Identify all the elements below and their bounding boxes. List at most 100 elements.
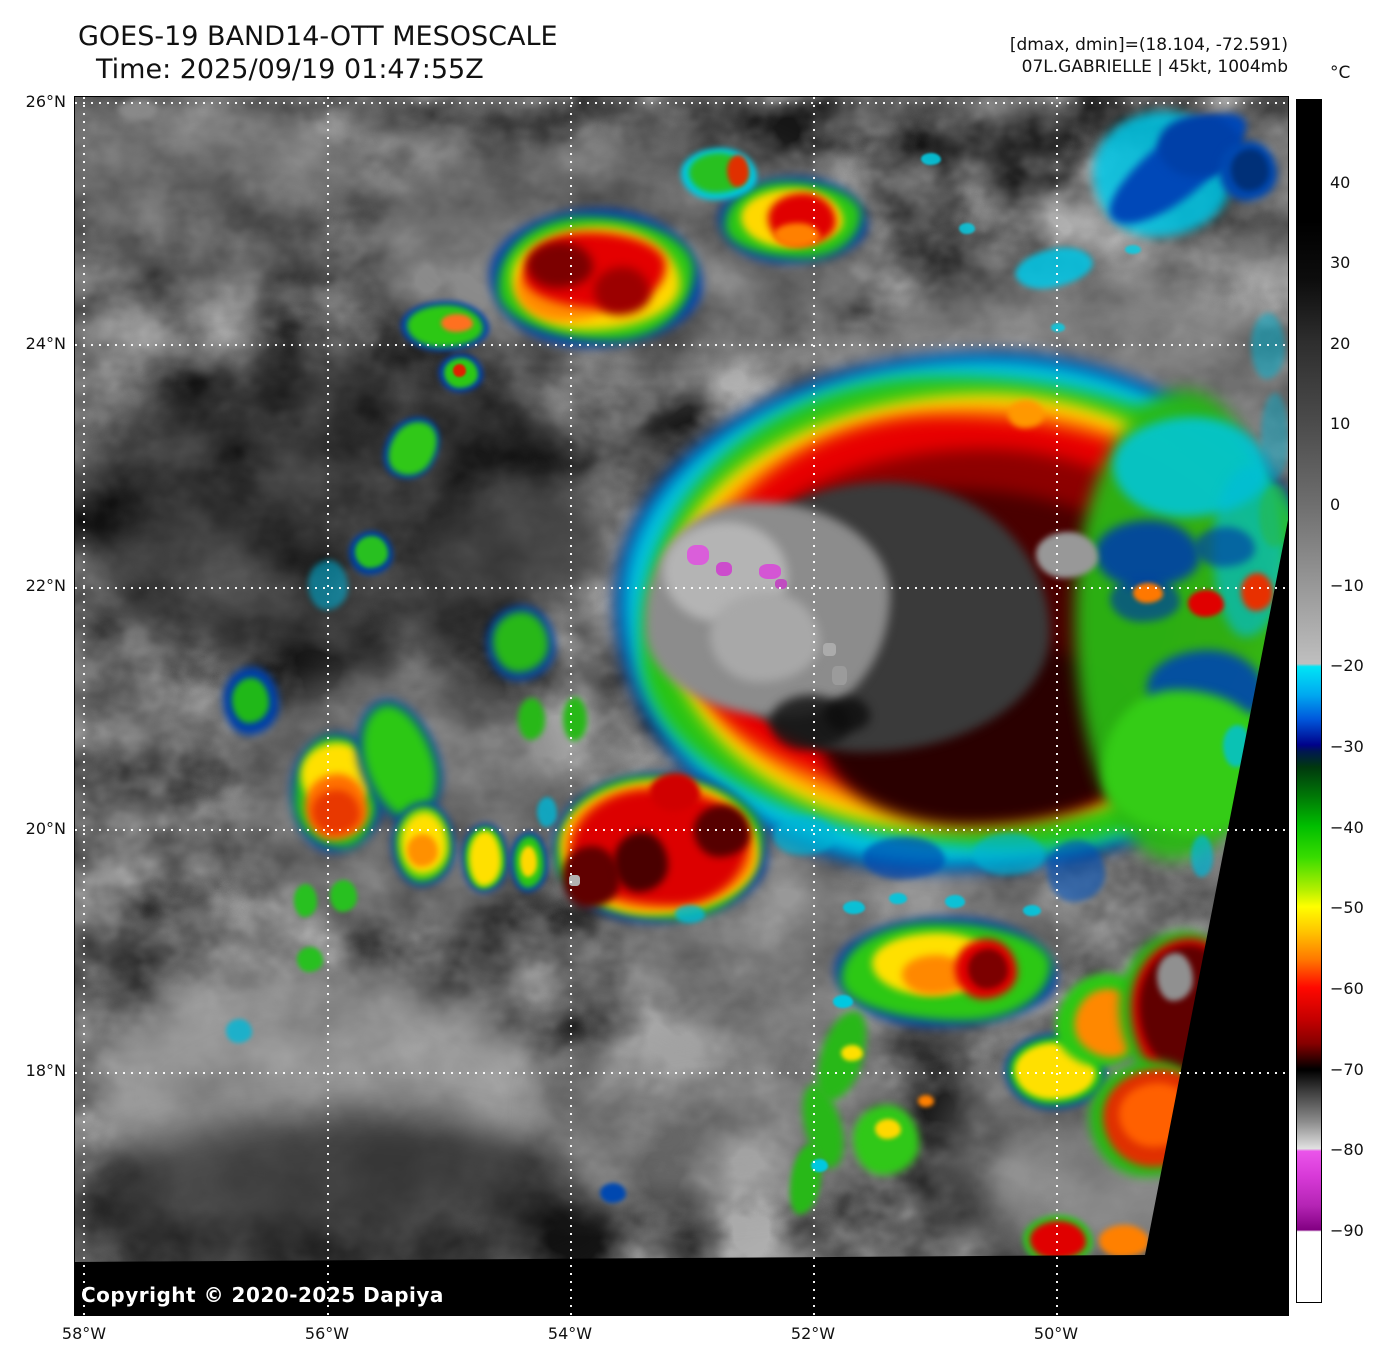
- lat-tick-24n: 24°N: [25, 334, 66, 353]
- cell-green: [330, 880, 357, 912]
- meridian-52w: [813, 97, 815, 1315]
- cell-green: [493, 612, 548, 672]
- parallel-22n: [75, 587, 1288, 589]
- coldest-magenta-pixel: [775, 579, 787, 589]
- cell-green: [563, 697, 587, 741]
- cell-darkred-core: [594, 267, 650, 315]
- colorbar-tick: 0: [1330, 495, 1341, 514]
- storm-black-spot: [825, 697, 870, 732]
- cell-green: [518, 698, 545, 740]
- cyan-speck: [921, 153, 941, 165]
- parallel-24n: [75, 344, 1288, 346]
- cyan-speck: [675, 905, 705, 923]
- cell-yellow: [520, 846, 537, 877]
- cyan-speck: [773, 817, 835, 855]
- storm-info-block: [dmax, dmin]=(18.104, -72.591) 07L.GABRI…: [1010, 34, 1288, 78]
- no-data-bottom-band: [75, 1254, 1288, 1315]
- cluster-darkred-core: [694, 805, 750, 857]
- cold-blue-dark-center: [1231, 149, 1269, 191]
- figure-title-block: GOES-19 BAND14-OTT MESOSCALE Time: 2025/…: [78, 20, 558, 86]
- cyan-speck: [1051, 323, 1065, 332]
- meridian-58w: [83, 97, 85, 1315]
- cell-red-core: [1030, 1221, 1086, 1259]
- colorbar-tick: −20: [1330, 656, 1364, 675]
- navy-speck: [863, 837, 945, 879]
- cloud-blob: [75, 97, 355, 287]
- cell-orange: [441, 314, 473, 332]
- gray-dot: [569, 875, 580, 886]
- colorbar-tick: −90: [1330, 1221, 1364, 1240]
- cyan-speck: [833, 995, 853, 1008]
- cell-red-core: [312, 790, 360, 834]
- red-fleck: [1188, 590, 1224, 617]
- cyan-speck: [811, 1159, 828, 1172]
- red-fleck: [1241, 573, 1273, 611]
- colorbar-tick: −40: [1330, 818, 1364, 837]
- parallel-26n: [75, 102, 1288, 104]
- colorbar-tick: −30: [1330, 737, 1364, 756]
- cyan-speck: [1125, 245, 1141, 254]
- colorbar-unit-label: °C: [1330, 63, 1351, 83]
- orange-spot: [1008, 400, 1044, 428]
- colorbar-tick: −10: [1330, 576, 1364, 595]
- cell-yellow: [875, 1119, 901, 1139]
- cell-green: [355, 536, 388, 568]
- lon-tick-50w: 50°W: [1033, 1324, 1079, 1343]
- cyan-speck: [1191, 835, 1213, 877]
- cell-red-core: [453, 364, 466, 377]
- cell-orange: [407, 834, 438, 867]
- cell-green: [232, 678, 269, 723]
- lon-tick-52w: 52°W: [790, 1324, 836, 1343]
- navy-speck: [600, 1183, 626, 1203]
- product-title: GOES-19 BAND14-OTT MESOSCALE: [78, 21, 558, 52]
- cell-green: [853, 1105, 919, 1175]
- satellite-image-panel: Copyright © 2020-2025 Dapiya: [74, 96, 1289, 1316]
- cell-yellow: [469, 831, 501, 886]
- coldest-magenta-pixel: [687, 545, 709, 565]
- colorbar-tick: −70: [1330, 1060, 1364, 1079]
- cell-yellow: [841, 1045, 863, 1061]
- cyan-speck: [889, 893, 907, 904]
- meridian-54w: [570, 97, 572, 1315]
- storm-id-intensity: 07L.GABRIELLE | 45kt, 1004mb: [1021, 57, 1288, 77]
- cyan-speck: [537, 797, 557, 827]
- colorbar-tick: 10: [1330, 414, 1351, 433]
- dmax-dmin-readout: [dmax, dmin]=(18.104, -72.591): [1009, 35, 1288, 55]
- cloud-blob: [430, 487, 600, 607]
- cloud-blob: [118, 100, 158, 120]
- colorbar-tick: 20: [1330, 334, 1351, 353]
- lon-tick-56w: 56°W: [304, 1324, 350, 1343]
- storm-lightgray-patch: [710, 592, 820, 682]
- cell-orange: [774, 223, 820, 247]
- warm-gray-hole: [1036, 532, 1098, 578]
- meridian-50w: [1056, 97, 1058, 1315]
- lat-tick-26n: 26°N: [25, 92, 66, 111]
- temperature-colorbar: [1296, 99, 1322, 1303]
- cell-green: [294, 884, 317, 917]
- cell-darkred-core: [527, 242, 593, 288]
- timestamp: Time: 2025/09/19 01:47:55Z: [96, 54, 484, 85]
- cell-red-core: [727, 155, 749, 187]
- cyan-speck: [973, 833, 1045, 875]
- orange-fleck: [1133, 583, 1163, 603]
- colorbar-tick: 40: [1330, 173, 1351, 192]
- navy-patch: [1195, 527, 1255, 567]
- cell-darkred-core: [968, 949, 1008, 989]
- colorbar-tick: 30: [1330, 253, 1351, 272]
- lon-tick-58w: 58°W: [61, 1324, 107, 1343]
- parallel-20n: [75, 829, 1288, 831]
- coldest-magenta-pixel: [759, 564, 781, 579]
- cyan-speck: [1261, 393, 1288, 479]
- lon-tick-54w: 54°W: [547, 1324, 593, 1343]
- cluster-red-nub: [650, 773, 700, 811]
- cell-green: [297, 947, 323, 972]
- coldest-magenta-pixel: [716, 562, 732, 576]
- lat-tick-20n: 20°N: [25, 819, 66, 838]
- cyan-speck: [945, 895, 965, 908]
- colorbar-tick: −80: [1330, 1140, 1364, 1159]
- cyan-speck: [843, 901, 865, 914]
- cyan-speck: [1023, 905, 1041, 916]
- colorbar-tick: −50: [1330, 898, 1364, 917]
- cell-orange: [1099, 1225, 1149, 1257]
- colorbar-tick: −60: [1330, 979, 1364, 998]
